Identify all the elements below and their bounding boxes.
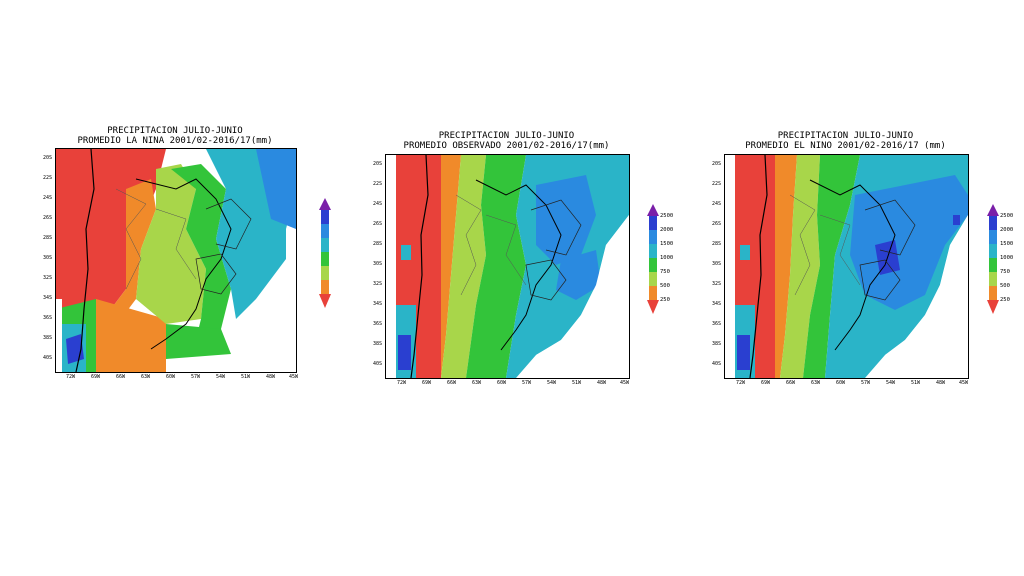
lon-label: 63W (472, 380, 482, 386)
lon-label: 45W (959, 380, 969, 386)
colorbar-label: 2500 (660, 213, 674, 219)
lon-label: 45W (620, 380, 630, 386)
colorbar (647, 204, 659, 314)
lat-label: 28S (43, 235, 53, 241)
lon-label: 60W (166, 374, 176, 380)
lat-label: 34S (712, 301, 722, 307)
colorbar-label: 250 (660, 297, 670, 303)
lon-label: 63W (811, 380, 821, 386)
lat-label: 36S (373, 321, 383, 327)
lat-label: 22S (43, 175, 53, 181)
lat-label: 30S (373, 261, 383, 267)
colorbar (987, 204, 999, 314)
map-svg (386, 155, 629, 378)
panel-title: PRECIPITACION JULIO-JUNIO PROMEDIO OBSER… (385, 131, 628, 151)
lon-label: 72W (736, 380, 746, 386)
title-line-1: PRECIPITACION JULIO-JUNIO (107, 126, 243, 136)
lat-label: 26S (712, 221, 722, 227)
lon-label: 60W (836, 380, 846, 386)
lon-label: 57W (522, 380, 532, 386)
lon-label: 57W (861, 380, 871, 386)
colorbar-label: 2500 (1000, 213, 1014, 219)
lon-label: 69W (422, 380, 432, 386)
lat-label: 22S (373, 181, 383, 187)
lat-label: 26S (43, 215, 53, 221)
lat-label: 32S (43, 275, 53, 281)
lat-label: 24S (43, 195, 53, 201)
lat-label: 30S (43, 255, 53, 261)
lon-label: 48W (597, 380, 607, 386)
colorbar-label: 1500 (1000, 241, 1014, 247)
map-svg (725, 155, 968, 378)
lat-label: 40S (373, 361, 383, 367)
map-svg (56, 149, 296, 372)
title-line-2: PROMEDIO LA NINA 2001/02-2016/17(mm) (77, 136, 273, 146)
lon-label: 66W (116, 374, 126, 380)
lat-label: 20S (43, 155, 53, 161)
lon-label: 54W (886, 380, 896, 386)
lat-label: 20S (373, 161, 383, 167)
lon-label: 72W (66, 374, 76, 380)
lon-label: 66W (786, 380, 796, 386)
lat-label: 34S (43, 295, 53, 301)
lat-label: 36S (712, 321, 722, 327)
panel-title: PRECIPITACION JULIO-JUNIO PROMEDIO LA NI… (55, 126, 295, 146)
lon-label: 48W (936, 380, 946, 386)
lon-label: 69W (91, 374, 101, 380)
lat-label: 38S (43, 335, 53, 341)
lat-label: 26S (373, 221, 383, 227)
lon-label: 48W (266, 374, 276, 380)
lat-label: 24S (712, 201, 722, 207)
colorbar-label: 750 (1000, 269, 1010, 275)
colorbar-label: 2000 (1000, 227, 1014, 233)
lat-label: 38S (712, 341, 722, 347)
precip-map (55, 148, 297, 373)
lat-label: 40S (712, 361, 722, 367)
colorbar-label: 500 (660, 283, 670, 289)
lat-label: 22S (712, 181, 722, 187)
lon-label: 51W (911, 380, 921, 386)
lon-label: 72W (397, 380, 407, 386)
lat-label: 34S (373, 301, 383, 307)
title-line-2: PROMEDIO EL NINO 2001/02-2016/17 (mm) (745, 141, 946, 151)
colorbar-label: 1000 (1000, 255, 1014, 261)
title-line-1: PRECIPITACION JULIO-JUNIO (777, 131, 914, 141)
precip-map (724, 154, 969, 379)
lat-label: 28S (712, 241, 722, 247)
colorbar (319, 198, 331, 308)
lon-label: 63W (141, 374, 151, 380)
lon-label: 66W (447, 380, 457, 386)
lat-label: 32S (373, 281, 383, 287)
lat-label: 32S (712, 281, 722, 287)
title-line-2: PROMEDIO OBSERVADO 2001/02-2016/17(mm) (403, 141, 610, 151)
panel-title: PRECIPITACION JULIO-JUNIO PROMEDIO EL NI… (724, 131, 967, 151)
lat-label: 38S (373, 341, 383, 347)
title-line-1: PRECIPITACION JULIO-JUNIO (438, 131, 575, 141)
precip-map (385, 154, 630, 379)
lon-label: 69W (761, 380, 771, 386)
lat-label: 30S (712, 261, 722, 267)
lat-label: 28S (373, 241, 383, 247)
colorbar-label: 750 (660, 269, 670, 275)
lat-label: 40S (43, 355, 53, 361)
lat-label: 24S (373, 201, 383, 207)
lon-label: 54W (547, 380, 557, 386)
lat-label: 20S (712, 161, 722, 167)
lat-label: 36S (43, 315, 53, 321)
lon-label: 51W (572, 380, 582, 386)
colorbar-label: 2000 (660, 227, 674, 233)
colorbar-label: 500 (1000, 283, 1010, 289)
colorbar-label: 250 (1000, 297, 1010, 303)
lon-label: 51W (241, 374, 251, 380)
lon-label: 57W (191, 374, 201, 380)
colorbar-label: 1500 (660, 241, 674, 247)
colorbar-label: 1000 (660, 255, 674, 261)
lon-label: 60W (497, 380, 507, 386)
lon-label: 45W (289, 374, 299, 380)
lon-label: 54W (216, 374, 226, 380)
